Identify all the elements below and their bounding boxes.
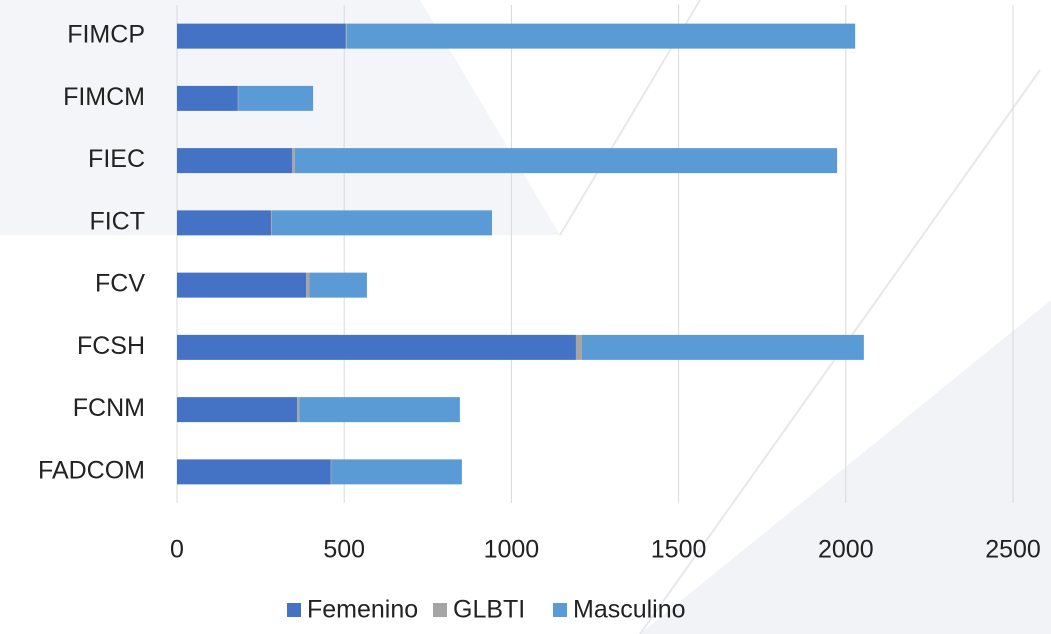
legend-label: Femenino	[307, 596, 418, 624]
background-shape	[0, 0, 560, 235]
bar-segment	[330, 459, 332, 485]
legend-label: GLBTI	[453, 596, 525, 624]
bar-segment	[581, 334, 864, 360]
bar-segment	[294, 148, 838, 174]
x-tick-label: 2500	[985, 536, 1041, 564]
legend-swatch	[287, 603, 301, 617]
bar-segment	[237, 85, 239, 111]
bar-segment	[177, 272, 307, 298]
y-tick-label: FICT	[89, 207, 145, 235]
bar-segment	[177, 397, 298, 423]
bar-segment	[238, 85, 314, 111]
bar-segment	[270, 210, 272, 236]
y-tick-label: FADCOM	[38, 456, 145, 484]
y-tick-label: FCNM	[73, 394, 145, 422]
bar-segment	[177, 148, 293, 174]
x-tick-label: 1000	[484, 536, 540, 564]
legend-swatch	[553, 603, 567, 617]
bar-segment	[177, 334, 576, 360]
bar-segment	[292, 148, 295, 174]
bar-segment	[331, 459, 462, 485]
bar-segment	[271, 210, 493, 236]
x-tick-label: 2000	[818, 536, 874, 564]
x-tick-label: 0	[170, 536, 184, 564]
bar-segment	[306, 272, 310, 298]
y-tick-label: FCV	[95, 270, 145, 298]
legend-swatch	[433, 603, 447, 617]
y-tick-label: FIMCM	[63, 83, 145, 111]
bar-segment	[346, 23, 856, 49]
x-tick-label: 1500	[651, 536, 707, 564]
bar-segment	[177, 85, 238, 111]
x-tick-label: 500	[323, 536, 365, 564]
bar-segment	[575, 334, 582, 360]
bar-segment	[177, 210, 271, 236]
y-tick-label: FCSH	[77, 332, 145, 360]
bar-segment	[299, 397, 460, 423]
legend-label: Masculino	[573, 596, 686, 624]
bar-segment	[297, 397, 300, 423]
y-tick-label: FIMCP	[67, 21, 145, 49]
bar-segment	[309, 272, 367, 298]
bar-segment	[345, 23, 347, 49]
bar-segment	[177, 23, 346, 49]
bar-segment	[177, 459, 331, 485]
y-tick-label: FIEC	[88, 145, 145, 173]
